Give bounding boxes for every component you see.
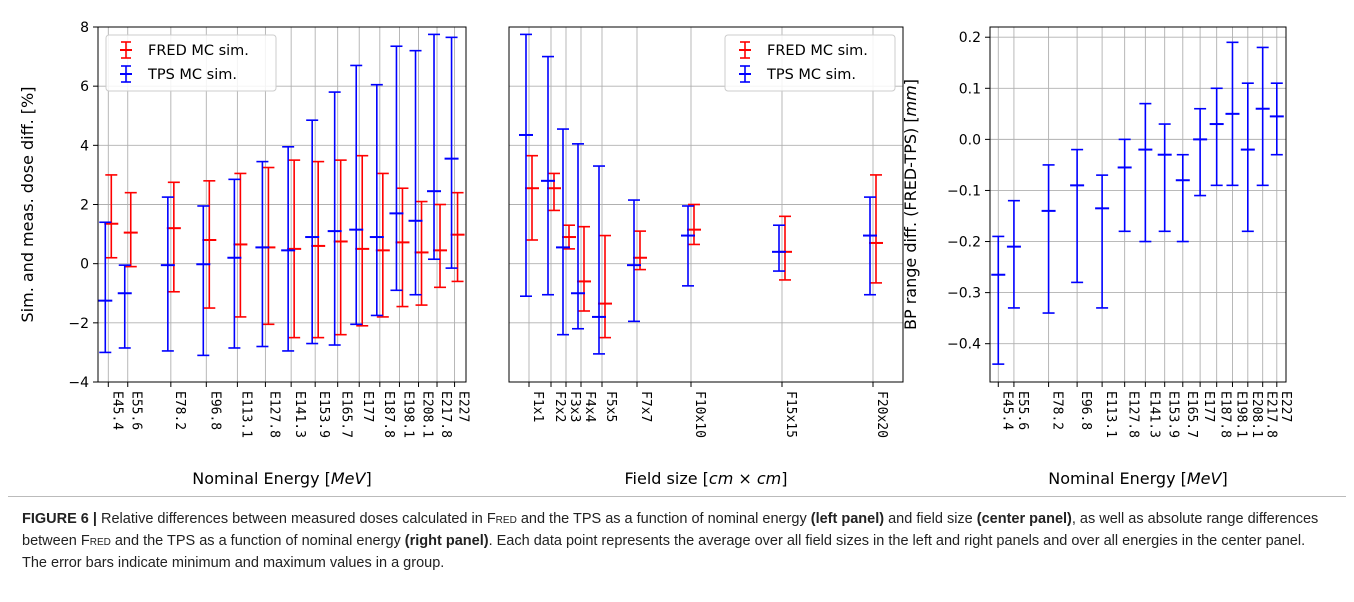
caption-text: and field size xyxy=(884,511,977,527)
x-tick-label: E208.1 xyxy=(420,391,435,438)
x-axis-label-unit: cm × cm xyxy=(709,469,781,488)
plot-frame xyxy=(990,27,1286,382)
y-tick-label: 4 xyxy=(80,138,89,154)
x-tick-label: F5x5 xyxy=(603,391,618,422)
x-tick-label: E78.2 xyxy=(1050,391,1065,430)
x-tick-label: E165.7 xyxy=(339,391,354,438)
y-tick-label: −0.1 xyxy=(947,183,981,199)
caption-bold: (left panel) xyxy=(811,511,884,527)
x-axis-label-text: Nominal Energy [ xyxy=(1048,469,1187,488)
legend: FRED MC sim. TPS MC sim. xyxy=(725,35,895,91)
y-axis-label-part: mm xyxy=(901,85,920,116)
chart-panel-left: −4 −2 0 2 4 6 8 E45.4 E55.6 E78.2 E96.8 E113.1 E127.… xyxy=(18,20,471,488)
x-tick-label: E153.9 xyxy=(316,391,331,438)
chart-panel-center: F1x1 F2x2 F3x3 F4x4 F5x5 F7x7 F10x10 F15x15 F20x… xyxy=(509,27,903,488)
x-axis-label-text: ] xyxy=(781,469,787,488)
legend-label: TPS MC sim. xyxy=(766,67,856,83)
y-tick-label: 0.0 xyxy=(959,132,981,148)
x-tick-label: E198.1 xyxy=(1233,391,1248,438)
y-axis-label-part: BP range diff. (FRED-TPS) [ xyxy=(901,116,920,330)
x-tick-label: E55.6 xyxy=(129,391,144,430)
x-tick-label: F3x3 xyxy=(567,391,582,422)
caption-text: and the TPS as a function of nominal ene… xyxy=(517,511,811,527)
x-tick-label: E96.8 xyxy=(1078,391,1093,430)
y-axis-label: BP range diff. (FRED-TPS) [mm] xyxy=(901,79,920,330)
chart-panel-right: −0.4 −0.3 −0.2 −0.1 0.0 0.1 0.2 E45.4 E55.6 E78.2… xyxy=(901,27,1293,488)
x-tick-label: E187.8 xyxy=(1218,391,1233,438)
x-tick-label: E227 xyxy=(456,391,471,422)
x-tick-label: F4x4 xyxy=(582,391,597,422)
x-tick-label: E217.8 xyxy=(438,391,453,438)
y-tick-label: −2 xyxy=(68,316,89,332)
y-tick-label: −0.3 xyxy=(947,286,981,302)
y-axis-label: Sim. and meas. dose diff. [%] xyxy=(18,87,37,323)
x-tick-label: E217.8 xyxy=(1264,391,1279,438)
y-tick-label: −4 xyxy=(68,375,89,391)
x-tick-label: E127.8 xyxy=(266,391,281,438)
x-tick-label: E45.4 xyxy=(999,391,1014,430)
x-tick-label: F7x7 xyxy=(638,391,653,422)
caption-text: and the TPS as a function of nominal ene… xyxy=(111,533,405,549)
x-axis-label: Field size [cm × cm] xyxy=(625,469,788,488)
x-tick-label: E55.6 xyxy=(1015,391,1030,430)
caption-bold: (right panel) xyxy=(405,533,489,549)
caption-text: Relative differences between measured do… xyxy=(97,511,487,527)
x-tick-label: E113.1 xyxy=(1103,391,1118,438)
divider xyxy=(8,496,1346,497)
x-tick-label: E177 xyxy=(1201,391,1216,422)
y-tick-label: 8 xyxy=(80,20,89,36)
x-tick-label: F20x20 xyxy=(874,391,889,438)
x-tick-label: E153.9 xyxy=(1166,391,1181,438)
caption-label: FIGURE 6 | xyxy=(22,511,97,527)
x-axis-label-text: ] xyxy=(1221,469,1227,488)
legend-label: FRED MC sim. xyxy=(148,43,249,59)
x-tick-label: E177 xyxy=(360,391,375,422)
legend: FRED MC sim. TPS MC sim. xyxy=(106,35,276,91)
x-tick-label: E141.3 xyxy=(292,391,307,438)
figure-caption: FIGURE 6 | Relative differences between … xyxy=(22,508,1332,574)
x-tick-label: E165.7 xyxy=(1184,391,1199,438)
y-tick-label: 0 xyxy=(80,257,89,273)
x-tick-label: F15x15 xyxy=(783,391,798,438)
x-tick-label: E198.1 xyxy=(400,391,415,438)
x-tick-label: E96.8 xyxy=(207,391,222,430)
x-axis-label: Nominal Energy [MeV] xyxy=(1048,469,1227,488)
x-axis-label-text: Nominal Energy [ xyxy=(192,469,331,488)
x-tick-label: F1x1 xyxy=(530,391,545,422)
y-tick-label: −0.2 xyxy=(947,235,981,251)
x-tick-label: E208.1 xyxy=(1249,391,1264,438)
caption-fred: Fred xyxy=(81,533,111,549)
x-axis-label-text: ] xyxy=(365,469,371,488)
y-tick-label: 6 xyxy=(80,79,89,95)
y-tick-label: 0.1 xyxy=(959,81,981,97)
x-tick-label: E187.8 xyxy=(381,391,396,438)
caption-bold: (center panel) xyxy=(977,511,1072,527)
x-tick-label: E113.1 xyxy=(238,391,253,438)
y-tick-label: −0.4 xyxy=(947,337,981,353)
x-tick-label: E78.2 xyxy=(172,391,187,430)
x-tick-label: E127.8 xyxy=(1126,391,1141,438)
x-tick-label: F10x10 xyxy=(692,391,707,438)
x-tick-label: F2x2 xyxy=(552,391,567,422)
x-tick-label: E227 xyxy=(1278,391,1293,422)
x-axis-label: Nominal Energy [MeV] xyxy=(192,469,371,488)
y-tick-label: 0.2 xyxy=(959,30,981,46)
y-axis-label-part: ] xyxy=(901,79,920,85)
legend-label: TPS MC sim. xyxy=(147,67,237,83)
x-axis-label-unit: MeV xyxy=(331,469,367,488)
x-axis-label-text: Field size [ xyxy=(625,469,709,488)
y-tick-label: 2 xyxy=(80,198,89,214)
legend-label: FRED MC sim. xyxy=(767,43,868,59)
x-tick-label: E45.4 xyxy=(109,391,124,430)
x-tick-label: E141.3 xyxy=(1146,391,1161,438)
caption-fred: Fred xyxy=(487,511,517,527)
x-axis-label-unit: MeV xyxy=(1187,469,1223,488)
